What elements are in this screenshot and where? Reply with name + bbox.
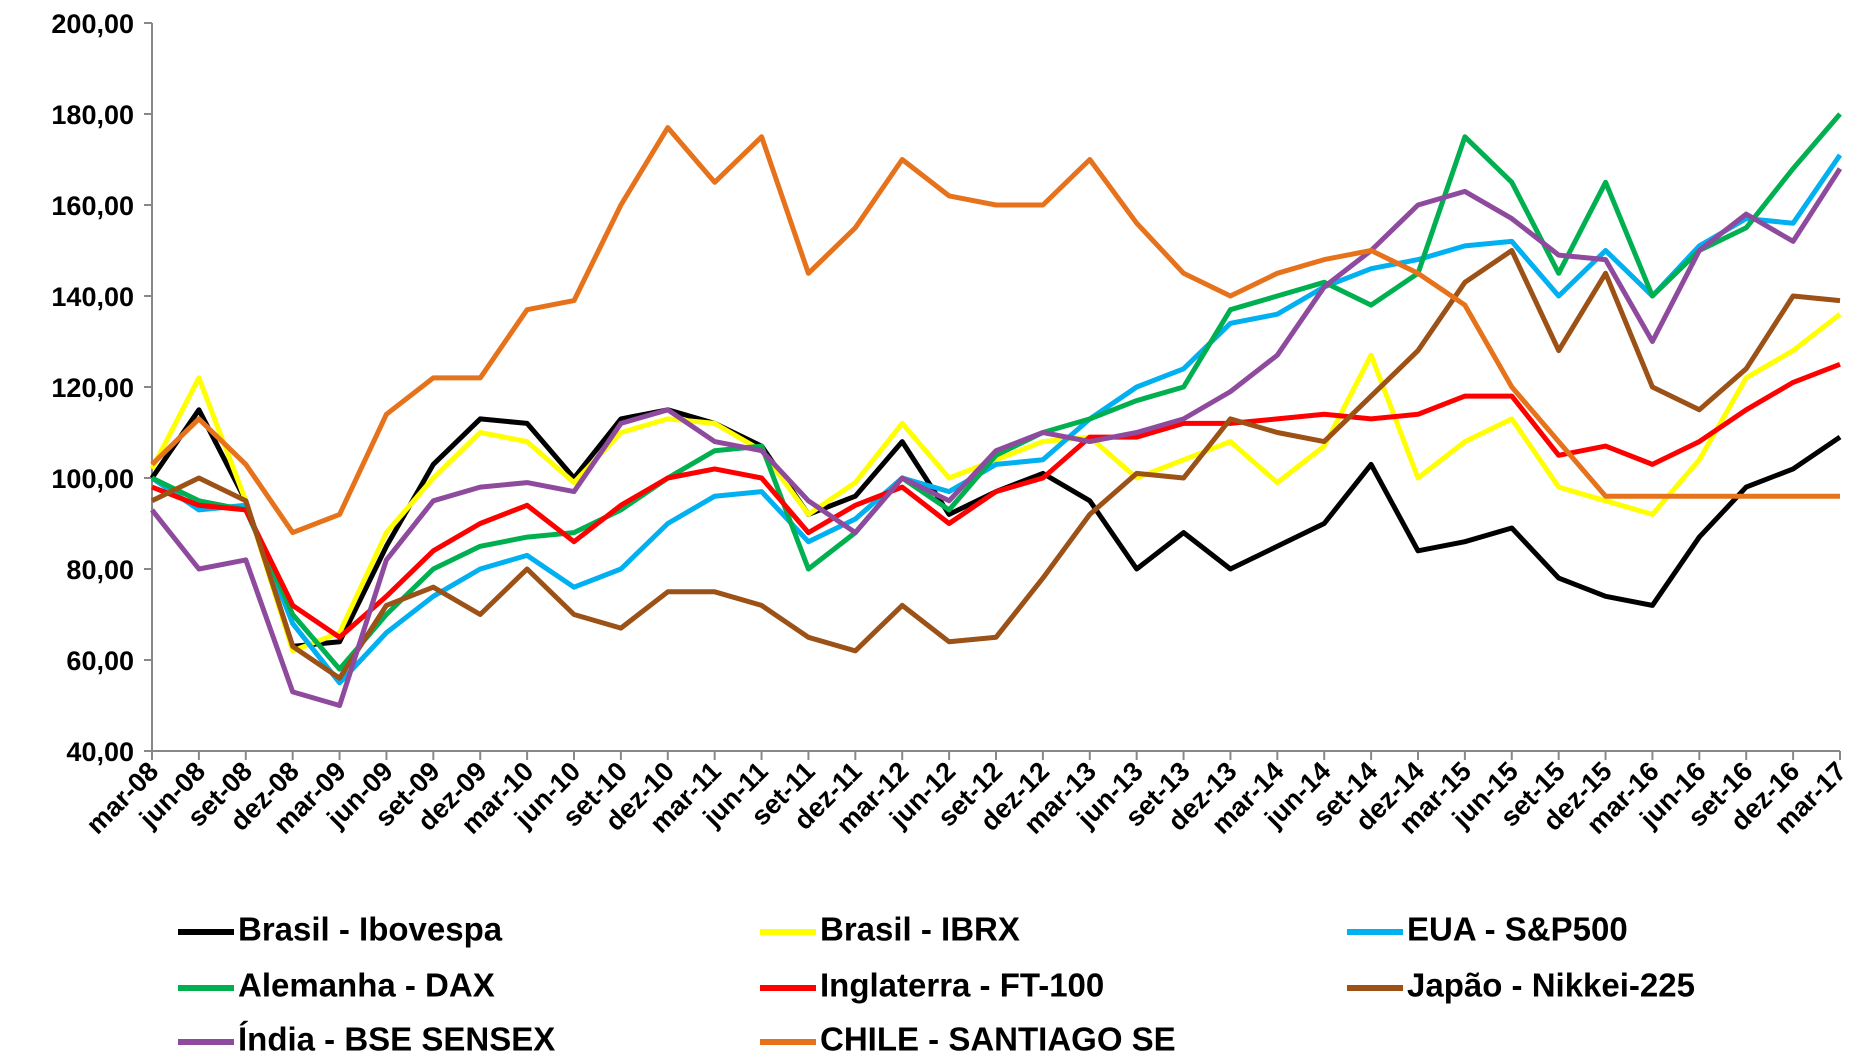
series-line <box>150 248 1841 681</box>
legend-label: EUA - S&P500 <box>1407 911 1628 948</box>
series-line <box>150 125 1840 536</box>
y-tick-label: 180,00 <box>51 100 134 130</box>
y-tick-label: 100,00 <box>51 464 134 494</box>
series-line <box>149 407 1842 649</box>
legend-label: CHILE - SANTIAGO SE <box>820 1021 1176 1058</box>
legend-label: Japão - Nikkei-225 <box>1407 967 1695 1004</box>
y-tick-label: 200,00 <box>51 9 134 39</box>
y-tick-label: 40,00 <box>66 737 134 767</box>
y-tick-label: 120,00 <box>51 373 134 403</box>
legend-label: Inglaterra - FT-100 <box>820 967 1104 1004</box>
legend-label: Brasil - IBRX <box>820 911 1020 948</box>
legend-label: Brasil - Ibovespa <box>238 911 503 948</box>
y-tick-label: 160,00 <box>51 191 134 221</box>
series-line <box>151 361 1841 640</box>
series-line <box>150 153 1843 686</box>
series-line <box>150 112 1842 672</box>
series-line <box>149 312 1842 654</box>
series-line <box>150 167 1843 708</box>
legend-label: Alemanha - DAX <box>238 967 495 1004</box>
y-tick-label: 80,00 <box>66 555 134 585</box>
y-tick-label: 60,00 <box>66 646 134 676</box>
legend-label: Índia - BSE SENSEX <box>238 1021 555 1058</box>
y-tick-label: 140,00 <box>51 282 134 312</box>
